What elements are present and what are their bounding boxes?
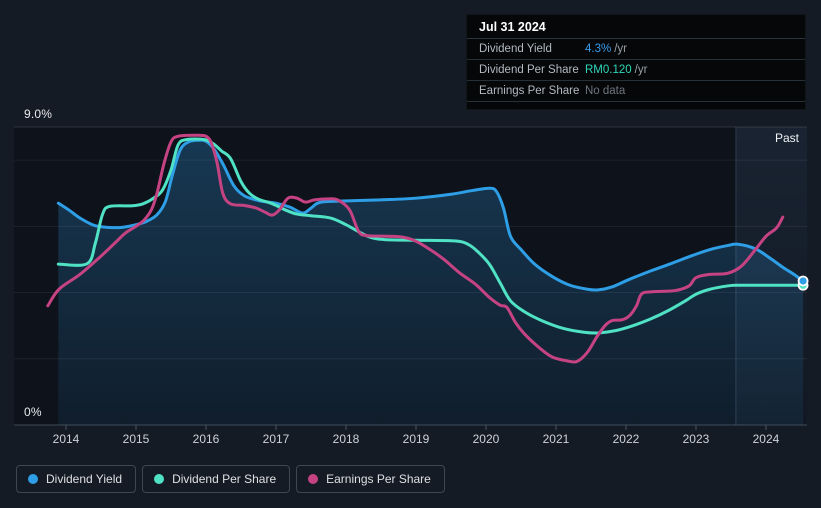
x-axis-label: 2022 xyxy=(613,432,640,446)
x-axis-label: 2018 xyxy=(333,432,360,446)
past-region-label: Past xyxy=(774,131,799,145)
legend-item-earnings-per-share[interactable]: Earnings Per Share xyxy=(296,465,445,493)
chart-legend: Dividend Yield Dividend Per Share Earnin… xyxy=(16,465,445,493)
y-axis-min-label: 0% xyxy=(24,405,42,419)
x-axis-label: 2016 xyxy=(193,432,220,446)
dividend-per-share-dot-icon xyxy=(154,474,165,484)
tooltip-label: Dividend Yield xyxy=(479,43,552,55)
tooltip-label: Earnings Per Share xyxy=(479,85,580,97)
dividend-yield-area xyxy=(58,140,804,425)
dividend-yield-end-marker xyxy=(797,275,809,287)
dividend-yield-line xyxy=(56,138,805,292)
legend-label: Dividend Per Share xyxy=(172,472,277,486)
tooltip-value-suffix: /yr xyxy=(614,43,627,55)
x-axis-label: 2024 xyxy=(753,432,780,446)
y-axis-max-label: 9.0% xyxy=(24,107,53,121)
x-axis-label: 2020 xyxy=(473,432,500,446)
tooltip-date: Jul 31 2024 xyxy=(467,15,805,39)
dividend-history-chart[interactable]: 2014 2015 2016 2017 2018 2019 2020 2021 2022 2023… xyxy=(0,0,821,452)
x-axis-label: 2021 xyxy=(543,432,570,446)
legend-item-dividend-per-share[interactable]: Dividend Per Share xyxy=(142,465,291,493)
legend-label: Dividend Yield xyxy=(46,472,123,486)
dividend-yield-dot-icon xyxy=(28,474,38,484)
legend-label: Earnings Per Share xyxy=(326,472,431,486)
tooltip-row-dividend-yield: Dividend Yield 4.3% /yr xyxy=(467,39,805,60)
legend-item-dividend-yield[interactable]: Dividend Yield xyxy=(16,465,137,493)
chart-tooltip: Jul 31 2024 Dividend Yield 4.3% /yr Divi… xyxy=(466,14,806,110)
x-axis-label: 2019 xyxy=(403,432,430,446)
x-axis-label: 2014 xyxy=(53,432,80,446)
tooltip-row-dividend-per-share: Dividend Per Share RM0.120 /yr xyxy=(467,60,805,81)
x-axis-label: 2015 xyxy=(123,432,150,446)
earnings-per-share-dot-icon xyxy=(308,474,319,484)
x-axis-label: 2017 xyxy=(263,432,290,446)
tooltip-value: No data xyxy=(585,85,626,97)
tooltip-value-suffix: /yr xyxy=(634,64,648,76)
tooltip-label: Dividend Per Share xyxy=(479,64,579,76)
earnings-per-share-line xyxy=(46,133,785,364)
tooltip-value: RM0.120 xyxy=(585,64,632,76)
x-axis-label: 2023 xyxy=(683,432,710,446)
tooltip-value: 4.3% xyxy=(585,43,612,55)
tooltip-row-earnings-per-share: Earnings Per Share No data xyxy=(467,81,805,102)
